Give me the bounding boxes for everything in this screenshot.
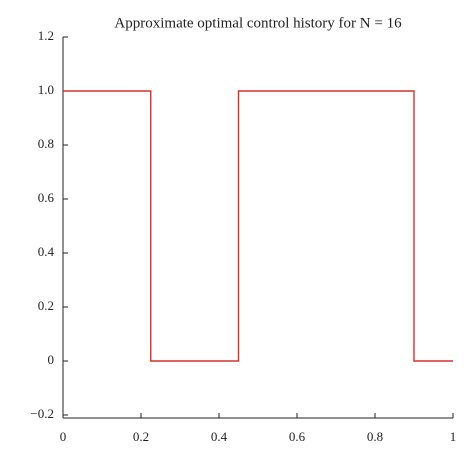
x-tick-label: 0.6 — [289, 429, 306, 444]
x-tick-label: 1 — [450, 429, 457, 444]
x-tick-label: 0.8 — [367, 429, 383, 444]
y-tick-label: 1.2 — [38, 28, 54, 43]
x-tick-label: 0.4 — [211, 429, 228, 444]
y-tick-label: 0.2 — [38, 298, 54, 313]
y-tick-label: −0.2 — [30, 406, 54, 421]
y-tick-label: 1.0 — [38, 82, 54, 97]
y-tick-label: 0.6 — [38, 190, 55, 205]
y-tick-label: 0.8 — [38, 136, 54, 151]
x-tick-label: 0.2 — [133, 429, 149, 444]
chart-title: Approximate optimal control history for … — [114, 15, 402, 31]
y-tick-label: 0.4 — [38, 244, 55, 259]
y-tick-label: 0 — [48, 352, 55, 367]
control-line — [63, 90, 453, 362]
x-tick-label: 0 — [60, 429, 67, 444]
